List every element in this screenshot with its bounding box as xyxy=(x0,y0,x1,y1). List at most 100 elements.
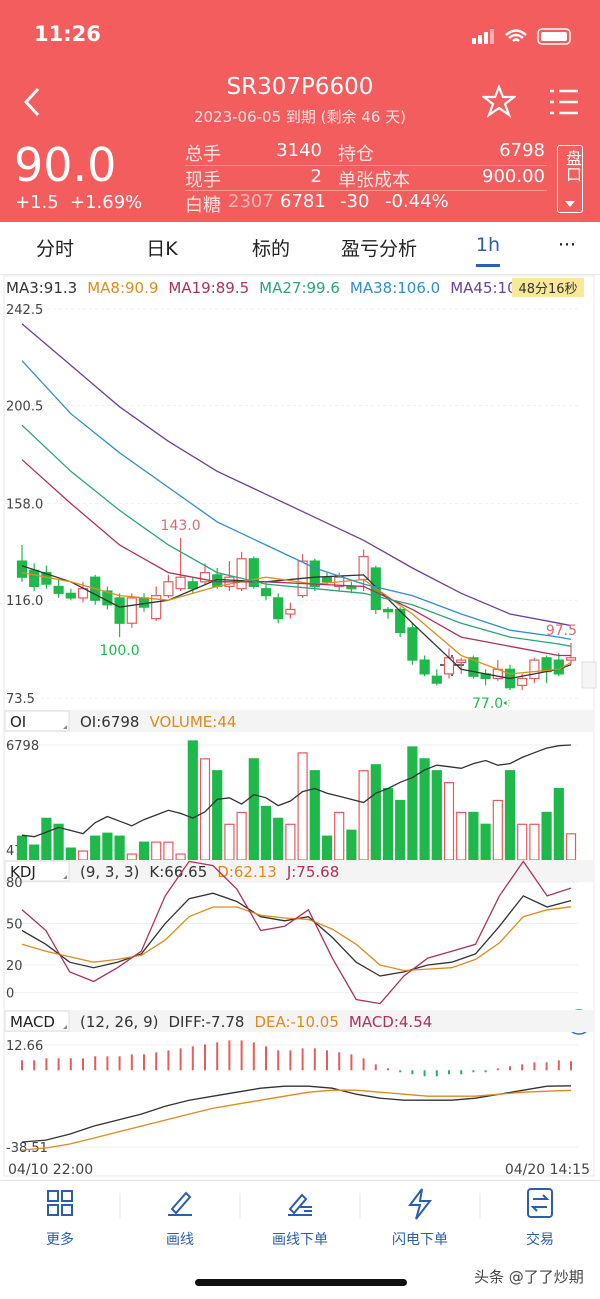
timer: 48分16秒 xyxy=(518,282,577,297)
series-line xyxy=(21,892,572,977)
period-tabs: 分时 日K 标的 盈亏分析 1h ··· xyxy=(0,222,600,275)
volume-bar xyxy=(346,829,357,861)
dropdown-icon xyxy=(565,201,575,207)
stat-label: 总手 xyxy=(185,144,221,165)
expiry-subtitle: 2023-06-05 到期 (剩余 46 天) xyxy=(193,108,407,126)
series-line xyxy=(21,565,572,680)
candle-body xyxy=(114,597,125,624)
price-annotation: 97.5 xyxy=(546,623,577,639)
volume-bar xyxy=(126,853,137,861)
candle-body xyxy=(395,608,406,634)
indicator-dropdown xyxy=(63,725,67,729)
volume-bar xyxy=(236,811,247,861)
volume-bar xyxy=(285,823,296,861)
candle-body xyxy=(65,592,76,599)
candle-body xyxy=(187,581,198,590)
status-icons xyxy=(472,28,571,45)
tab[interactable]: 分时 xyxy=(35,238,75,260)
y-tick-label: 50 xyxy=(6,918,23,933)
volume-bar xyxy=(517,823,528,861)
volume-bar xyxy=(175,853,186,861)
legend-item: OI:6798 xyxy=(80,713,139,731)
volume-bar xyxy=(468,811,479,861)
tab[interactable]: 1h xyxy=(476,234,500,267)
legend-item: DEA:-10.05 xyxy=(254,1013,338,1031)
volume-bar xyxy=(187,740,198,861)
annotation-arrow xyxy=(503,699,510,707)
volume-bar xyxy=(395,799,406,861)
timer-bg xyxy=(512,278,584,297)
tab[interactable]: 标的 xyxy=(251,238,291,260)
tab[interactable]: ··· xyxy=(557,234,577,256)
legend-item: (9, 3, 3) xyxy=(80,863,139,881)
indicator-box xyxy=(4,1010,70,1032)
stat-value: 6798 xyxy=(499,140,545,161)
candle-body xyxy=(273,597,284,620)
back-button[interactable] xyxy=(18,85,48,119)
volume-bar xyxy=(29,844,40,861)
nav-item[interactable]: 更多 xyxy=(46,1232,74,1248)
legend-item: MA19:89.5 xyxy=(168,279,249,297)
volume-bar xyxy=(504,770,516,861)
volume-bar xyxy=(541,811,552,861)
nav-item[interactable]: 闪电下单 xyxy=(392,1232,448,1248)
price-annotation: 143.0 xyxy=(161,518,201,534)
candle-body xyxy=(346,585,357,590)
candle-body xyxy=(431,675,442,684)
y-tick-label: 158.0 xyxy=(6,498,43,513)
menu-button[interactable] xyxy=(548,88,580,116)
series-line xyxy=(21,744,572,838)
nav-item[interactable]: 画线 xyxy=(166,1232,194,1248)
indicator-dropdown xyxy=(63,875,67,879)
volume-bar xyxy=(41,817,52,861)
price-annotation: 100.0 xyxy=(100,643,140,659)
volume-bar xyxy=(138,841,150,861)
charts: MA3:91.3 MA8:90.9 MA19:89.5 MA27:99.6 MA38:1… xyxy=(3,275,597,1178)
volume-bar xyxy=(553,787,564,861)
legend-item: K:66.65 xyxy=(149,863,207,881)
legend-item: MACD:4.54 xyxy=(349,1013,432,1031)
nav-item[interactable]: 交易 xyxy=(526,1232,554,1248)
volume-bar xyxy=(358,770,369,861)
volume-bar xyxy=(248,758,259,861)
volume-bar xyxy=(16,835,28,861)
price-annotation: 77.0 xyxy=(472,696,503,712)
orderbook-button[interactable]: 盘口 xyxy=(557,145,583,213)
volume-bar xyxy=(480,823,491,861)
volume-bar xyxy=(565,833,577,861)
y-tick-label: 6798 xyxy=(6,739,39,754)
legend-item: MA8:90.9 xyxy=(87,279,158,297)
candle-body xyxy=(419,659,430,675)
volume-bar xyxy=(431,770,442,861)
legend-bg xyxy=(4,710,594,732)
volume-bar xyxy=(114,835,125,861)
series-line xyxy=(21,1089,572,1151)
series-line xyxy=(21,360,572,641)
scroll-handle xyxy=(581,661,597,689)
indicator-box xyxy=(4,710,70,732)
last-price: 90.0 xyxy=(14,138,117,192)
candle-body xyxy=(199,571,211,583)
favorite-button[interactable] xyxy=(482,84,516,118)
series-line xyxy=(21,424,572,647)
tab[interactable]: 日K xyxy=(146,238,178,260)
candle-body xyxy=(175,576,186,590)
indicator-title: MACD xyxy=(10,1013,55,1031)
volume-bar xyxy=(407,746,418,861)
nav-item[interactable]: 画线下单 xyxy=(272,1232,328,1248)
status-time: 11:26 xyxy=(34,22,101,46)
home-indicator xyxy=(195,1279,407,1286)
stat-label: 现手 xyxy=(185,170,221,191)
stat-label: 持仓 xyxy=(338,144,374,165)
tab[interactable]: 盈亏分析 xyxy=(340,238,418,260)
y-tick-label: 242.5 xyxy=(6,303,43,318)
volume-bar xyxy=(297,752,308,861)
volume-bar xyxy=(443,782,455,861)
candle-body xyxy=(382,608,394,613)
underlying-code: 2307 xyxy=(228,191,274,212)
candle-body xyxy=(565,657,577,661)
stat-value: 3140 xyxy=(276,140,322,161)
volume-bar xyxy=(224,823,235,861)
legend-item: DIFF:-7.78 xyxy=(169,1013,245,1031)
